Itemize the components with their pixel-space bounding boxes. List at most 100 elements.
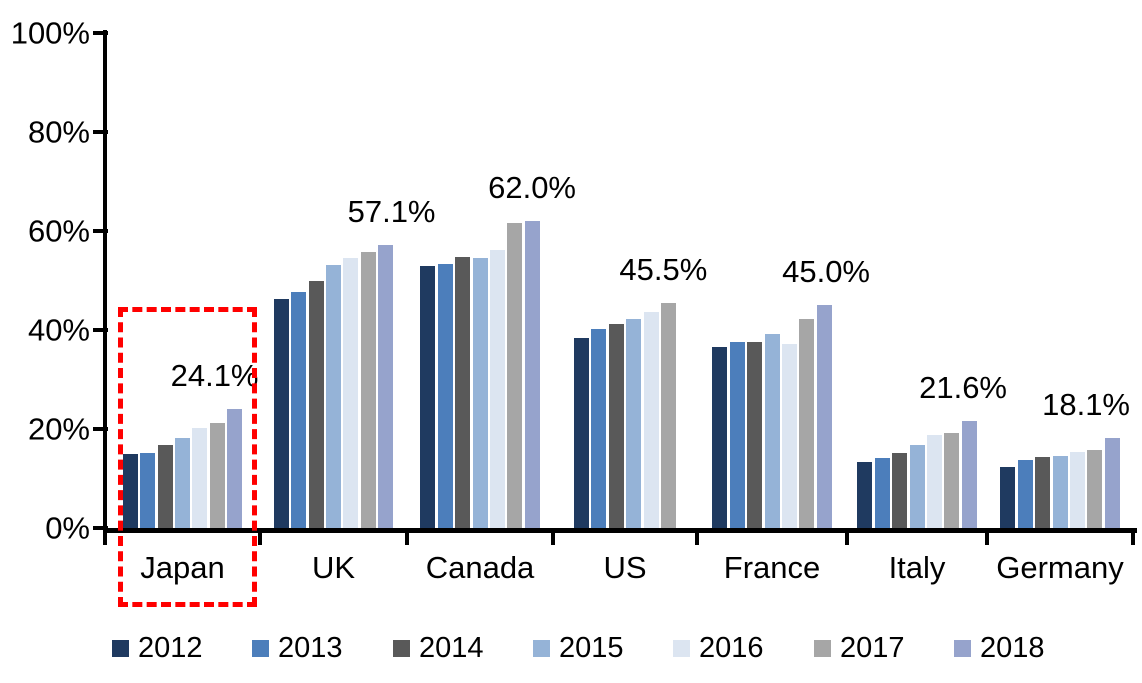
legend-swatch-2018 [954,639,971,657]
legend-swatch-2016 [673,639,690,657]
bar-italy-2018 [961,421,977,528]
bar-italy-2017 [944,433,960,528]
bar-uk-2014 [308,280,324,528]
bar-france-2013 [729,341,745,528]
category-label-uk: UK [311,550,356,585]
bar-canada-2012 [420,266,436,528]
y-tick-mark [93,229,108,233]
bar-canada-2016 [489,249,505,528]
bar-us-2012 [574,338,590,528]
legend-item-2015: 2015 [533,631,624,665]
bar-germany-2017 [1087,450,1103,528]
bar-uk-2018 [378,245,394,528]
bar-uk-2013 [291,291,307,528]
bar-japan-2013 [140,453,156,528]
legend-label-2012: 2012 [138,631,203,664]
x-tick-mark [1131,528,1135,545]
value-label-italy: 21.6% [919,370,1007,406]
y-axis-tick-label: 100% [10,15,90,51]
bar-canada-2017 [507,222,523,528]
y-tick-mark [93,130,108,134]
y-tick-mark [93,526,108,530]
bar-germany-2014 [1035,457,1051,528]
category-label-canada: Canada [425,550,535,585]
legend-label-2017: 2017 [840,631,905,664]
legend-label-2013: 2013 [278,631,343,664]
value-label-germany: 18.1% [1042,387,1130,423]
legend-swatch-2013 [252,639,269,657]
legend-item-2014: 2014 [393,631,484,665]
bar-us-2013 [591,329,607,528]
y-axis-tick-label: 40% [27,312,90,348]
bar-japan-2015 [175,437,190,528]
value-label-japan: 24.1% [170,357,259,393]
category-label-us: US [603,550,647,585]
legend-label-2018: 2018 [980,631,1045,664]
x-tick-mark [551,528,555,545]
bar-japan-2017 [209,422,225,528]
value-label-france: 45.0% [782,254,870,290]
bar-italy-2013 [874,458,890,528]
category-label-france: France [723,550,821,585]
legend-swatch-2012 [112,639,129,657]
bar-france-2014 [747,341,763,528]
x-tick-mark [103,528,107,545]
bar-us-2016 [643,311,659,528]
legend-swatch-2015 [533,639,550,657]
bar-japan-2012 [122,454,138,528]
y-axis [103,30,107,533]
bar-japan-2016 [192,427,208,528]
x-tick-mark [845,528,849,545]
category-label-germany: Germany [996,550,1124,585]
bar-italy-2015 [909,445,925,528]
bar-france-2015 [764,333,780,528]
y-axis-tick-label: 80% [27,114,90,150]
bar-canada-2014 [455,256,471,528]
bar-japan-2014 [157,444,173,528]
x-tick-mark [695,528,699,545]
bar-japan-2018 [227,408,243,528]
y-tick-mark [93,31,108,35]
bar-canada-2013 [437,264,453,528]
y-tick-mark [93,328,108,332]
legend-item-2012: 2012 [112,631,203,665]
bar-france-2016 [781,343,797,528]
bar-italy-2014 [892,452,908,528]
value-label-canada: 62.0% [488,170,576,206]
bar-germany-2018 [1104,438,1120,528]
legend-item-2016: 2016 [673,631,764,665]
bar-germany-2012 [1000,467,1016,528]
bar-uk-2015 [326,265,341,528]
bar-germany-2016 [1069,451,1085,528]
bar-us-2017 [660,302,676,528]
highlight-box-japan [118,307,257,607]
x-axis [103,528,1137,533]
bar-france-2018 [816,305,832,528]
legend-item-2018: 2018 [954,631,1045,665]
bar-uk-2016 [343,257,359,528]
legend-swatch-2017 [814,639,831,657]
legend-label-2016: 2016 [699,631,764,664]
bar-italy-2016 [926,434,942,528]
bar-germany-2013 [1017,460,1033,528]
bar-uk-2012 [273,298,289,528]
legend-swatch-2014 [393,639,410,657]
y-tick-mark [93,427,108,431]
x-tick-mark [985,528,989,545]
bar-us-2015 [626,318,642,528]
bar-germany-2015 [1052,455,1068,528]
category-label-japan: Japan [140,550,225,585]
bar-canada-2018 [524,221,540,528]
x-tick-mark [258,528,262,545]
legend-label-2015: 2015 [559,631,624,664]
legend-item-2017: 2017 [814,631,905,665]
value-label-us: 45.5% [619,251,708,287]
bar-italy-2012 [857,462,873,528]
y-axis-tick-label: 60% [27,213,90,249]
bar-canada-2015 [472,257,488,528]
y-axis-tick-label: 20% [27,411,90,447]
x-tick-mark [405,528,409,545]
bar-uk-2017 [360,252,376,528]
bar-france-2012 [712,347,728,528]
